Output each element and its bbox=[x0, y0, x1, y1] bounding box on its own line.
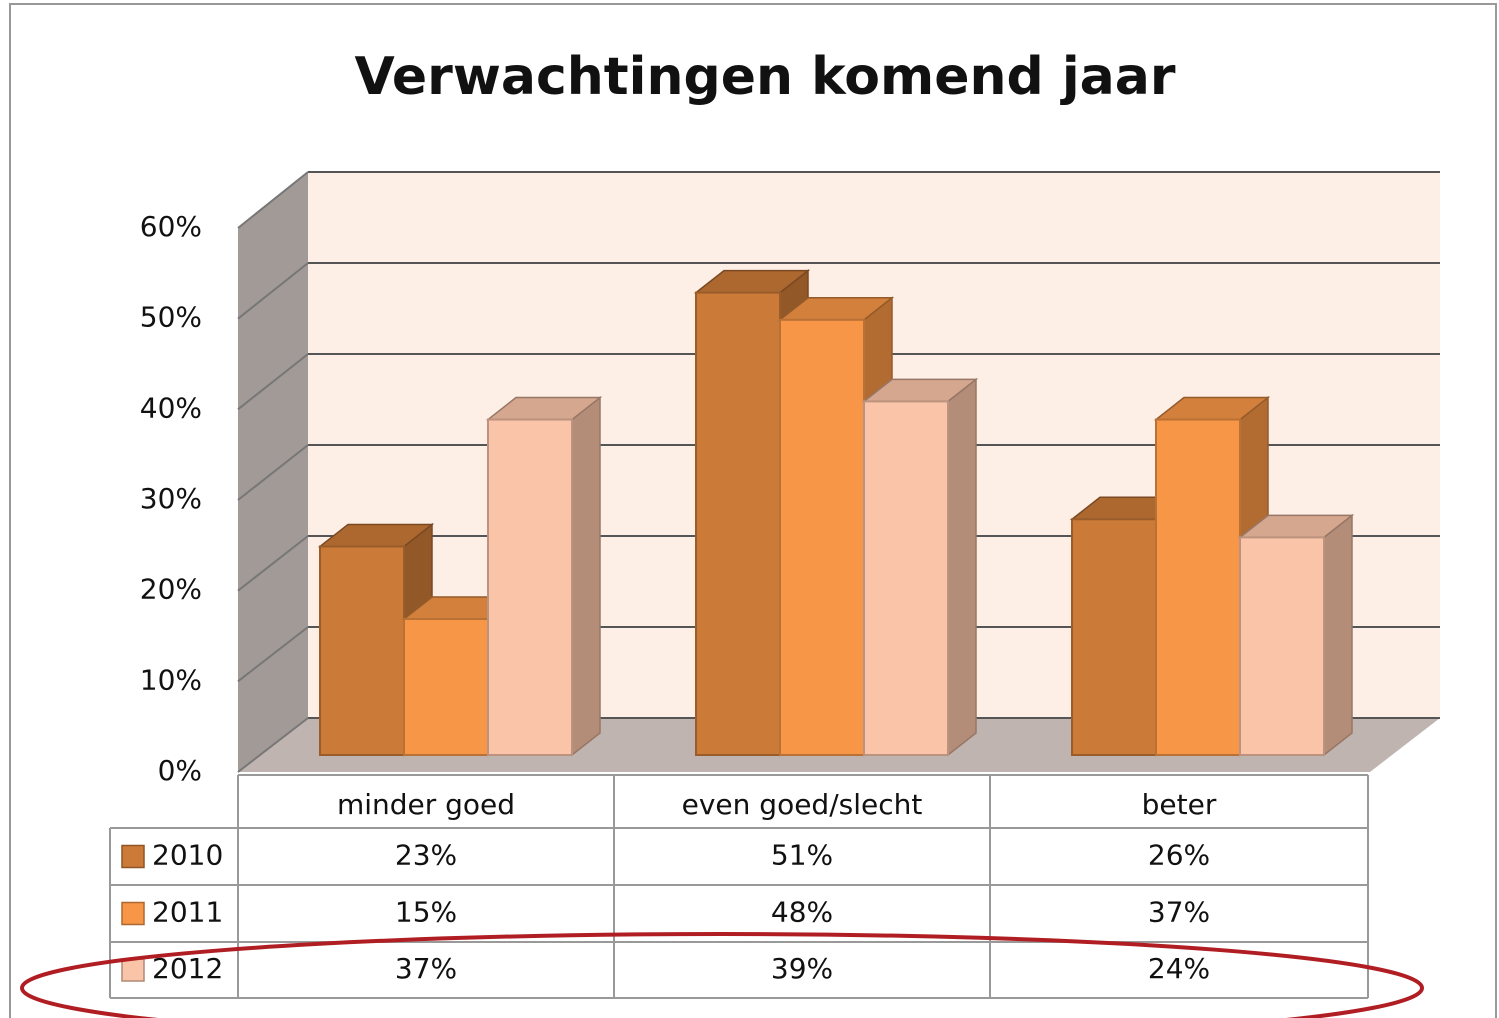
y-tick-label: 10% bbox=[140, 663, 202, 696]
table-value: 26% bbox=[1148, 839, 1210, 872]
chart-title: Verwachtingen komend jaar bbox=[355, 47, 1176, 107]
y-tick-label: 60% bbox=[140, 210, 202, 243]
x-tick-label: beter bbox=[1142, 788, 1217, 821]
y-tick-label: 30% bbox=[140, 482, 202, 515]
grid-line bbox=[237, 717, 309, 773]
bar bbox=[779, 318, 865, 756]
bar-side bbox=[947, 377, 977, 757]
table-value: 24% bbox=[1148, 952, 1210, 985]
y-tick-label: 0% bbox=[158, 754, 202, 787]
bar bbox=[319, 545, 405, 757]
y-tick-label: 40% bbox=[140, 391, 202, 424]
y-tick-label: 20% bbox=[140, 573, 202, 606]
bar-side bbox=[1323, 513, 1353, 757]
table-value: 23% bbox=[395, 839, 457, 872]
table-value: 48% bbox=[771, 896, 833, 929]
table-value: 39% bbox=[771, 952, 833, 985]
grid-line bbox=[237, 626, 309, 683]
bar bbox=[695, 291, 781, 756]
table-value: 37% bbox=[395, 952, 457, 985]
legend-label: 2012 bbox=[152, 952, 223, 985]
bar-side bbox=[571, 395, 601, 757]
table-value: 15% bbox=[395, 896, 457, 929]
bar bbox=[863, 400, 949, 756]
grid-line bbox=[237, 171, 309, 229]
grid-line bbox=[237, 535, 309, 592]
highlight-ellipse bbox=[20, 932, 1424, 1018]
y-tick-label: 50% bbox=[140, 301, 202, 334]
legend-label: 2011 bbox=[152, 896, 223, 929]
bar bbox=[487, 418, 573, 756]
bar bbox=[403, 618, 489, 756]
legend-label: 2010 bbox=[152, 839, 223, 872]
bar bbox=[1155, 418, 1241, 756]
table-value: 51% bbox=[771, 839, 833, 872]
grid-line bbox=[237, 262, 309, 320]
x-tick-label: even goed/slecht bbox=[682, 788, 923, 821]
bar bbox=[1071, 518, 1157, 756]
x-tick-label: minder goed bbox=[337, 788, 515, 821]
legend-swatch bbox=[121, 958, 145, 982]
legend-swatch bbox=[121, 901, 145, 926]
bar bbox=[1239, 536, 1325, 757]
grid-line bbox=[237, 353, 309, 411]
legend-swatch bbox=[121, 844, 145, 869]
grid-line bbox=[237, 444, 309, 501]
table-value: 37% bbox=[1148, 896, 1210, 929]
